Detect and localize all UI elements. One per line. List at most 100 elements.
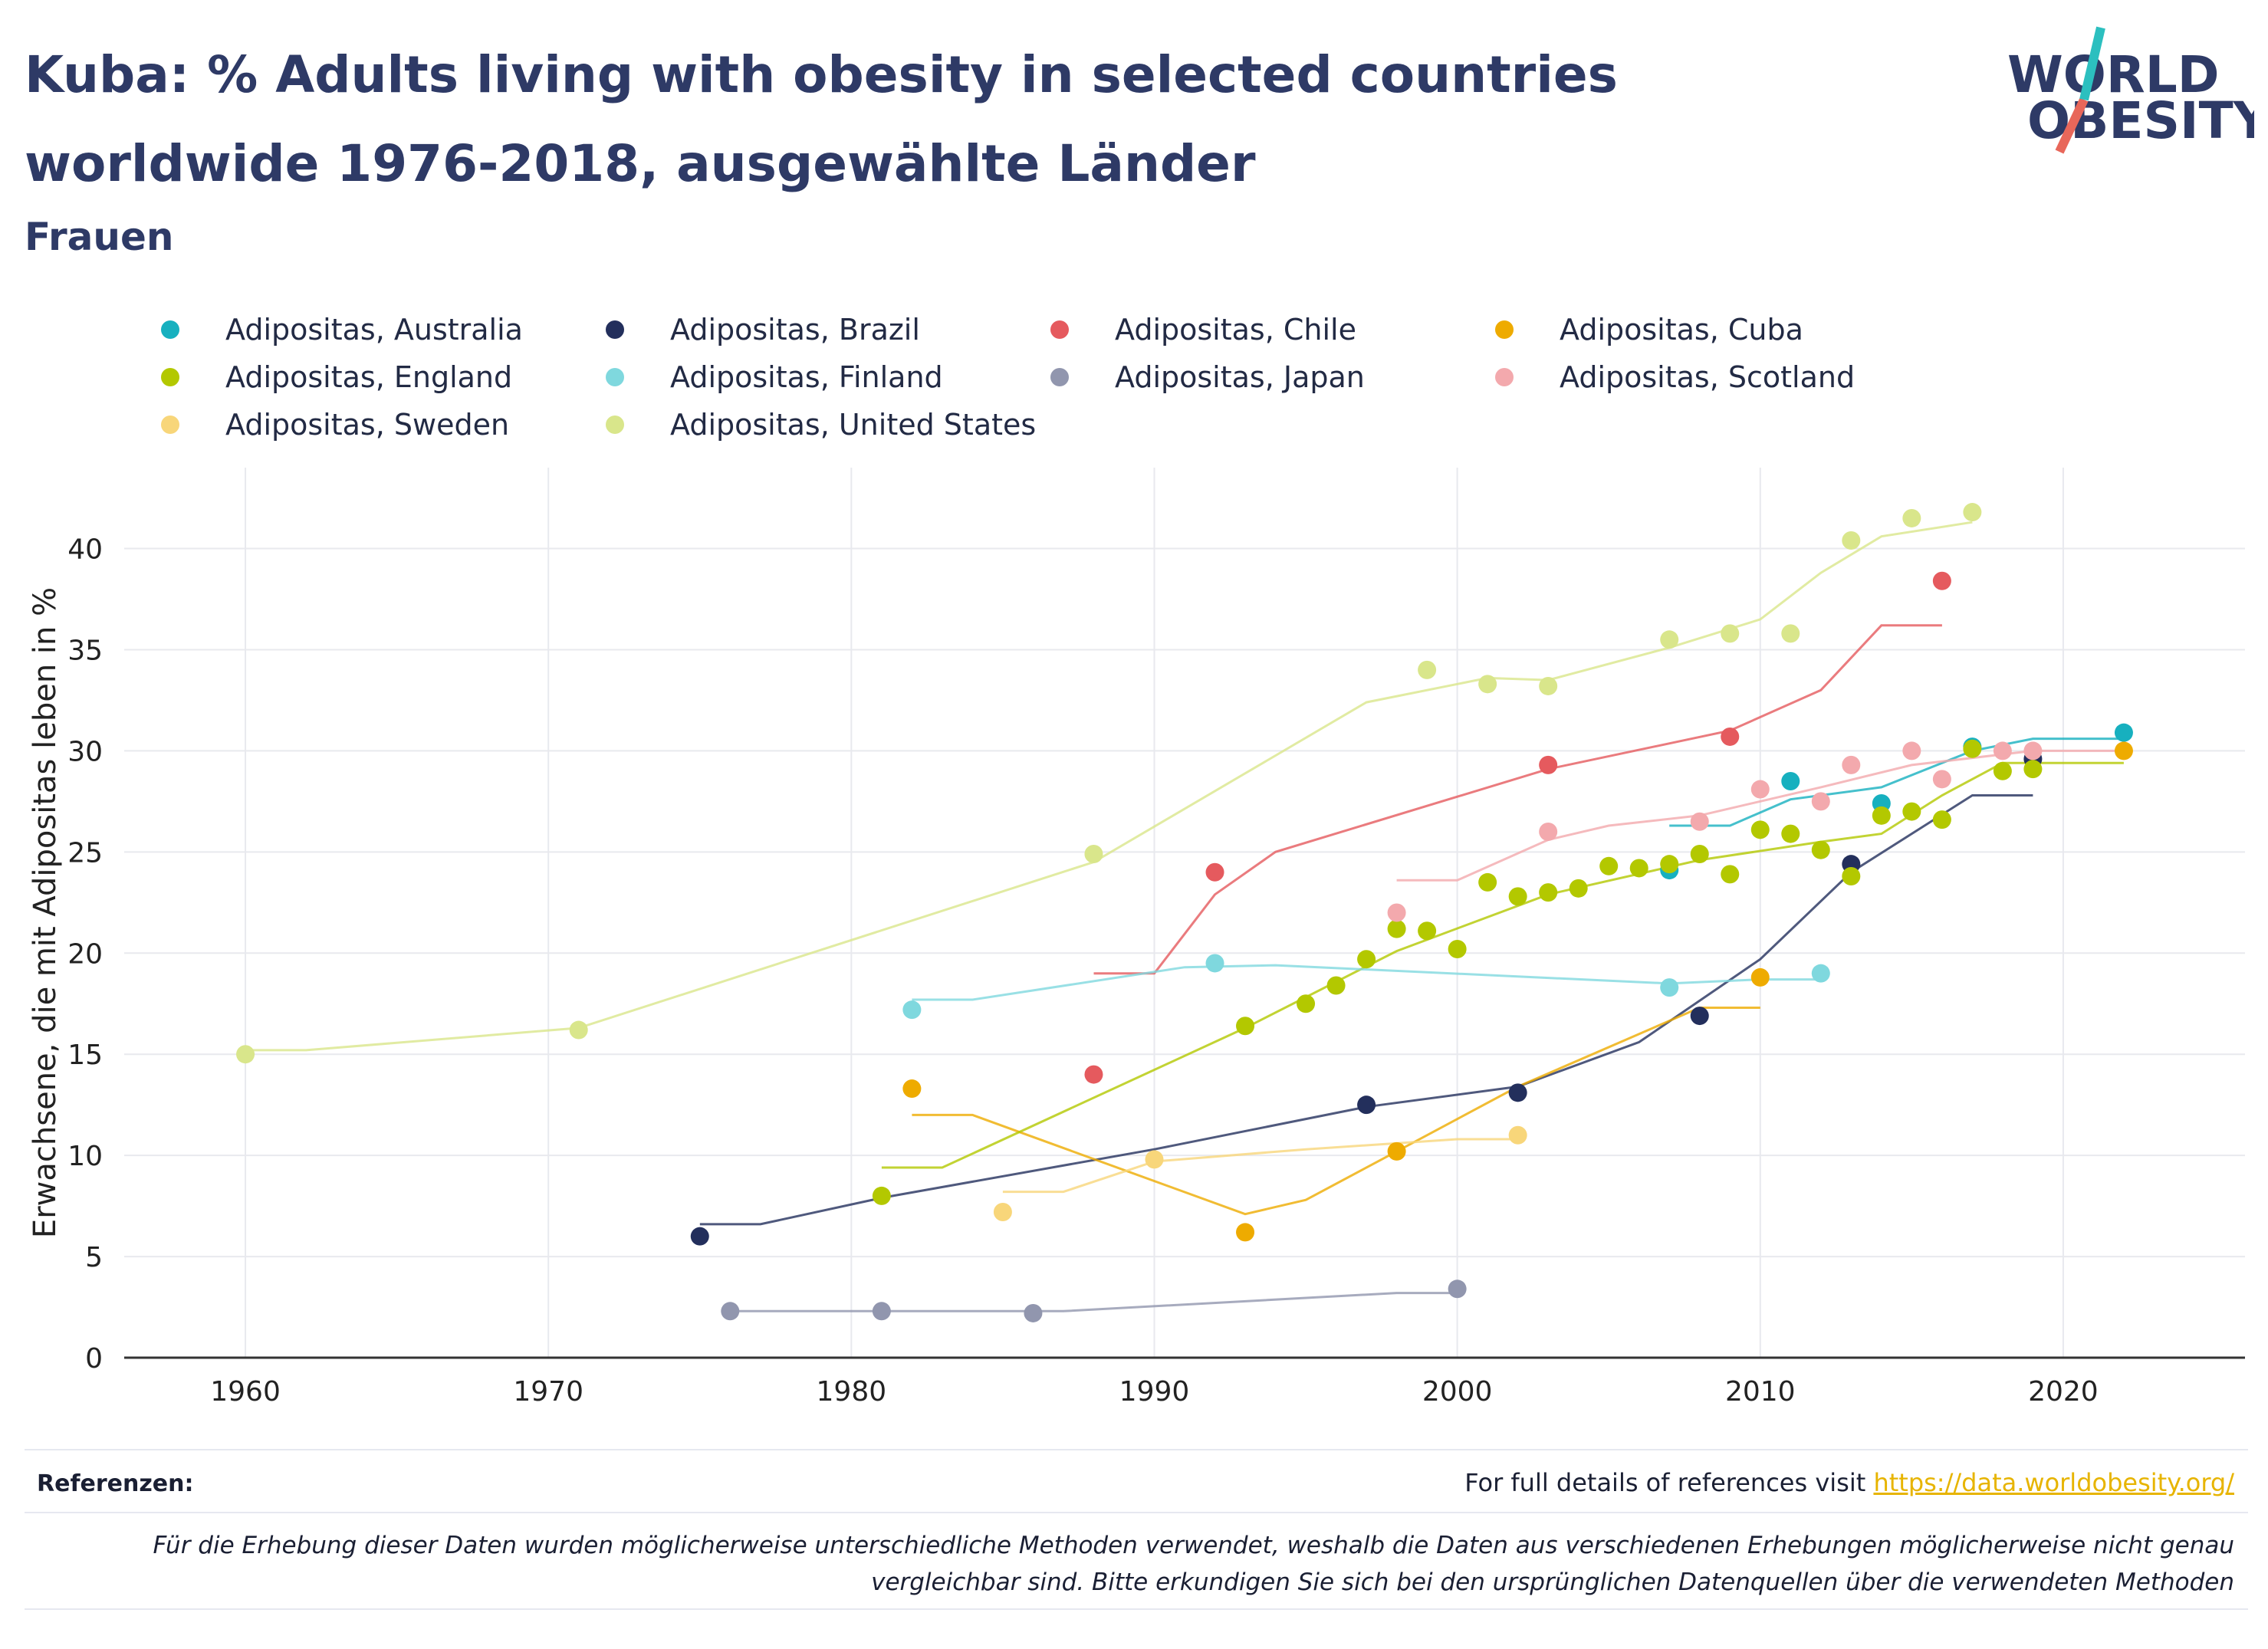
data-point: [1721, 624, 1740, 643]
x-tick-label: 2020: [2028, 1376, 2099, 1408]
series-trend-line: [1002, 1138, 1518, 1194]
data-point: [1478, 872, 1497, 892]
y-tick-label: 10: [67, 1141, 103, 1172]
y-tick-label: 30: [67, 736, 103, 767]
series-trend-line: [912, 964, 1821, 1001]
data-point: [1660, 978, 1679, 997]
legend-item[interactable]: Adipositas, England: [161, 354, 512, 400]
data-point: [1721, 727, 1740, 746]
legend-marker: [161, 416, 179, 434]
legend-item[interactable]: Adipositas, Cuba: [1495, 307, 1803, 353]
legend-label: Adipositas, Australia: [225, 313, 523, 347]
world-obesity-logo[interactable]: WORLD OBESITY: [1994, 23, 2268, 169]
legend-label: Adipositas, England: [225, 360, 513, 394]
data-point: [2023, 741, 2043, 760]
legend-marker: [606, 368, 624, 386]
chart-title: Kuba: % Adults living with obesity in se…: [25, 45, 1618, 193]
x-tick-label: 1980: [817, 1376, 887, 1408]
data-point: [1084, 1065, 1103, 1084]
data-point: [1387, 1141, 1406, 1161]
x-tick-label: 1960: [210, 1376, 281, 1408]
data-point: [1387, 903, 1406, 922]
series-trend-line: [730, 1292, 1458, 1312]
data-point: [1205, 862, 1224, 882]
data-point: [1811, 964, 1830, 983]
data-point: [1932, 571, 1951, 590]
data-point: [1145, 1150, 1164, 1169]
data-point: [1539, 822, 1558, 841]
data-point: [1842, 531, 1861, 550]
data-point: [1297, 994, 1316, 1013]
y-tick-label: 5: [85, 1242, 103, 1273]
data-point: [1508, 1083, 1527, 1102]
data-point: [1539, 676, 1558, 695]
data-point: [1781, 624, 1800, 643]
data-point: [1932, 770, 1951, 789]
data-point: [1448, 939, 1467, 958]
data-point: [2114, 723, 2133, 742]
data-point: [1750, 967, 1770, 987]
chart-area: 1960 1970 1980 1990 2000 2010 2020 0 5 10 15 20 25 30…: [28, 468, 2245, 1408]
y-tick-label: 20: [67, 938, 103, 970]
footer-divider-bottom: [25, 1608, 2248, 1610]
x-tick-label: 2000: [1422, 1376, 1493, 1408]
footer-divider-top: [25, 1449, 2248, 1450]
legend-marker: [161, 368, 179, 386]
legend-item[interactable]: Adipositas, United States: [606, 402, 1036, 448]
data-point: [1418, 921, 1437, 941]
data-point: [1629, 859, 1648, 878]
legend-marker: [161, 320, 179, 339]
data-point: [1539, 755, 1558, 774]
legend-marker: [606, 320, 624, 339]
methodology-note: Für die Erhebung dieser Daten wurden mög…: [153, 1532, 2234, 1596]
data-point: [1357, 1096, 1376, 1115]
series-trend-line: [1669, 737, 2124, 827]
data-point: [1569, 879, 1588, 898]
data-point: [236, 1045, 255, 1064]
data-point: [1721, 865, 1740, 884]
legend-label: Adipositas, Chile: [1115, 313, 1356, 347]
data-point: [1448, 1279, 1467, 1299]
data-point: [1781, 771, 1800, 790]
data-point: [1902, 508, 1921, 527]
legend-item[interactable]: Adipositas, Scotland: [1495, 354, 1855, 400]
legend-item[interactable]: Adipositas, Australia: [161, 307, 523, 353]
legend-item[interactable]: Adipositas, Japan: [1050, 354, 1365, 400]
data-point: [872, 1302, 891, 1321]
data-point: [1326, 976, 1346, 995]
data-point: [690, 1227, 709, 1246]
data-point: [1750, 780, 1770, 799]
footer-divider-middle: [25, 1512, 2248, 1513]
legend-marker: [1495, 320, 1514, 339]
data-point: [1508, 887, 1527, 906]
data-point: [1084, 844, 1103, 863]
references-link[interactable]: https://data.worldobesity.org/: [1873, 1468, 2234, 1497]
data-point: [1902, 802, 1921, 821]
legend-item[interactable]: Adipositas, Sweden: [161, 402, 509, 448]
data-point: [1690, 1007, 1709, 1026]
legend-item[interactable]: Adipositas, Finland: [606, 354, 943, 400]
data-point: [1872, 806, 1891, 825]
data-point: [902, 1000, 922, 1020]
legend-label: Adipositas, Japan: [1115, 360, 1365, 394]
legend-marker: [606, 416, 624, 434]
data-point: [1963, 503, 1982, 522]
data-point: [1387, 919, 1406, 938]
data-point: [1842, 867, 1861, 886]
y-tick-label: 25: [67, 837, 103, 869]
data-point: [1993, 761, 2012, 780]
legend-item[interactable]: Adipositas, Brazil: [606, 307, 920, 353]
legend-label: Adipositas, United States: [670, 408, 1037, 442]
data-point: [1599, 856, 1619, 875]
data-point: [1539, 883, 1558, 902]
data-point: [1508, 1125, 1527, 1145]
legend-label: Adipositas, Finland: [670, 360, 943, 394]
legend-item[interactable]: Adipositas, Chile: [1050, 307, 1356, 353]
series-trend-line: [699, 794, 2033, 1226]
legend-label: Adipositas, Brazil: [670, 313, 920, 347]
data-point: [993, 1203, 1012, 1222]
chart-legend: Adipositas, Australia Adipositas, Brazil A…: [161, 307, 2001, 452]
data-point: [1690, 812, 1709, 831]
legend-label: Adipositas, Scotland: [1560, 360, 1855, 394]
legend-marker: [1495, 368, 1514, 386]
